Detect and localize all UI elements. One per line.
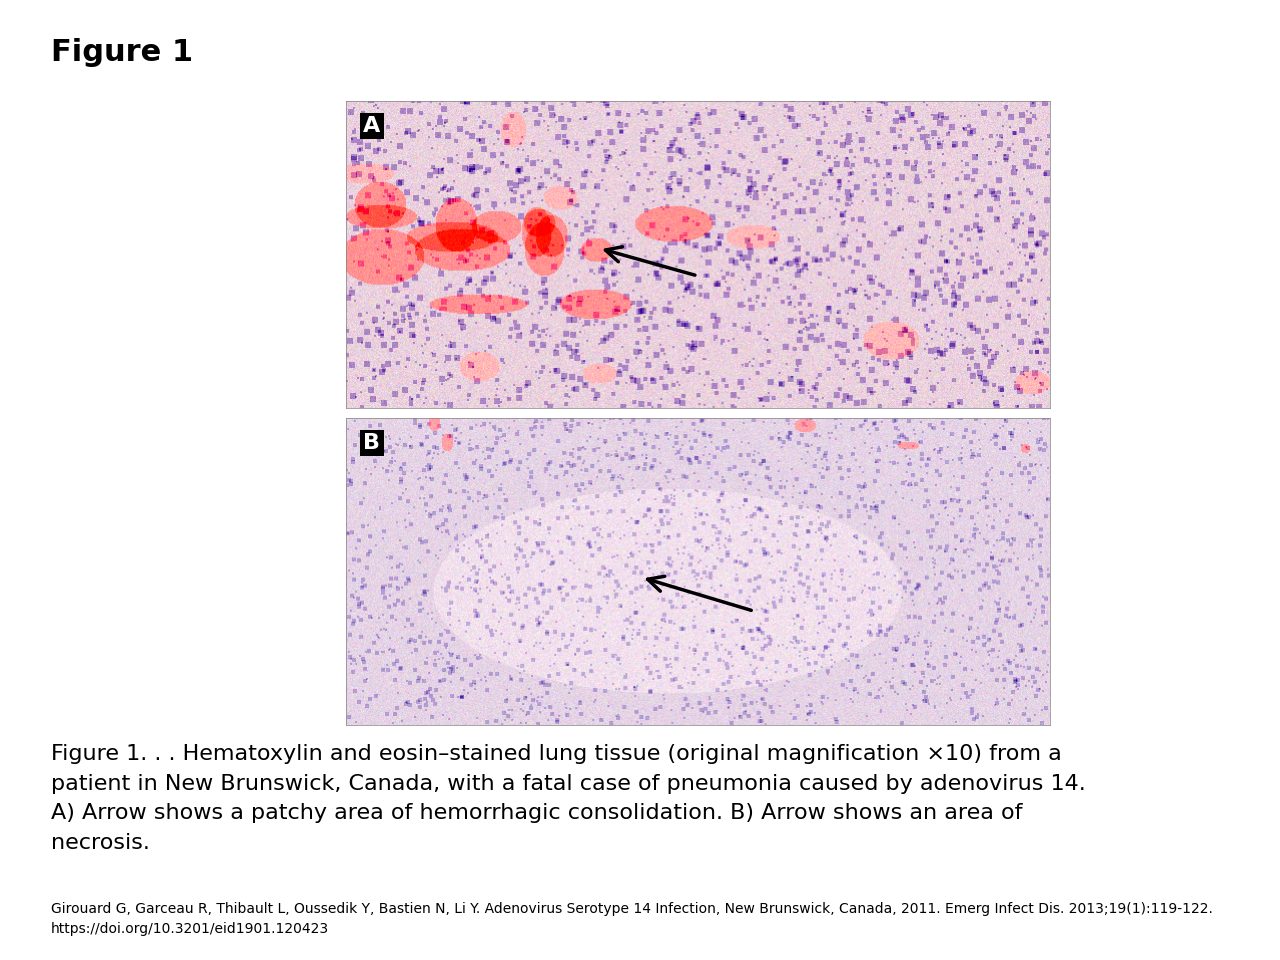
Text: Girouard G, Garceau R, Thibault L, Oussedik Y, Bastien N, Li Y. Adenovirus Serot: Girouard G, Garceau R, Thibault L, Ousse… (51, 902, 1213, 936)
Text: Figure 1: Figure 1 (51, 38, 193, 67)
Text: A: A (364, 116, 380, 136)
Text: Figure 1. . . Hematoxylin and eosin–stained lung tissue (original magnification : Figure 1. . . Hematoxylin and eosin–stai… (51, 744, 1085, 852)
Text: B: B (364, 433, 380, 453)
